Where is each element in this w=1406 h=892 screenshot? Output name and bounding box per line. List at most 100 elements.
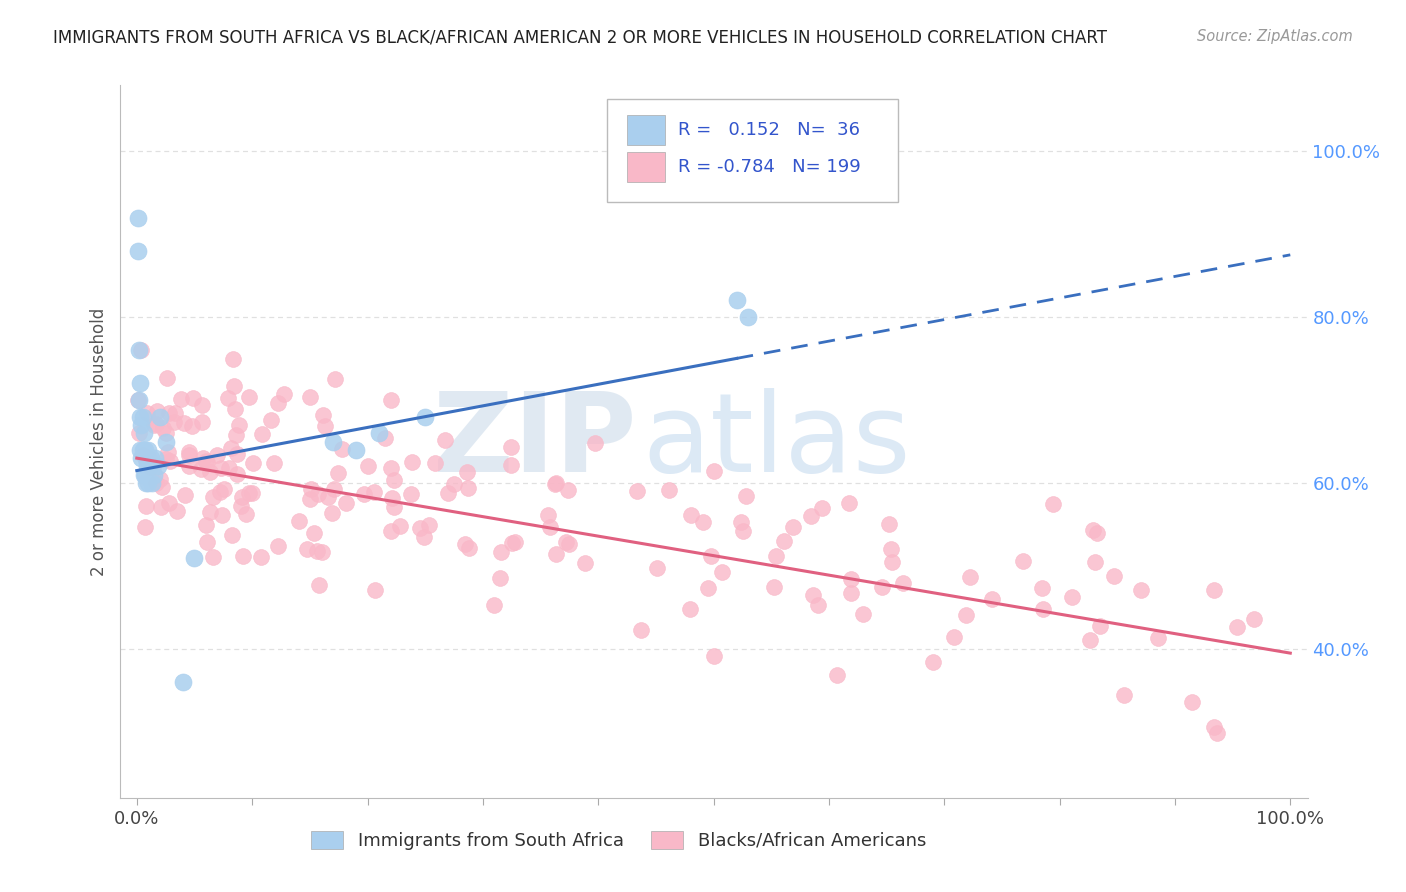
Point [839, 586, 862, 600]
Point [155, 434, 177, 449]
Point [181, 418, 204, 433]
Point [679, 508, 702, 522]
Point [1083, 524, 1105, 538]
Point [852, 607, 875, 621]
Point [209, 461, 232, 475]
Point [1114, 688, 1136, 702]
Point [179, 448, 201, 462]
Point [942, 630, 965, 644]
Point [143, 467, 166, 482]
Point [762, 580, 785, 594]
Point [457, 541, 479, 556]
Point [1032, 601, 1054, 615]
Point [200, 466, 222, 480]
Point [288, 514, 311, 528]
Point [157, 406, 180, 420]
Point [981, 592, 1004, 607]
Point [217, 392, 239, 406]
Point [127, 393, 149, 408]
Point [242, 456, 264, 470]
Point [314, 419, 336, 434]
Point [1202, 720, 1225, 734]
Point [1060, 590, 1083, 604]
Point [191, 415, 214, 429]
Point [380, 491, 402, 505]
Point [959, 570, 981, 584]
Point [731, 524, 754, 538]
Point [195, 535, 218, 549]
Point [145, 476, 167, 491]
Point [191, 451, 214, 466]
Point [299, 390, 322, 404]
Point [332, 442, 354, 456]
Point [413, 409, 436, 424]
Text: atlas: atlas [643, 388, 911, 495]
Point [128, 425, 150, 440]
Text: IMMIGRANTS FROM SOUTH AFRICA VS BLACK/AFRICAN AMERICAN 2 OR MORE VEHICLES IN HOU: IMMIGRANTS FROM SOUTH AFRICA VS BLACK/AF… [53, 29, 1108, 46]
Point [142, 418, 165, 433]
Point [364, 582, 387, 597]
Point [380, 392, 402, 407]
Point [131, 409, 153, 424]
Point [149, 500, 172, 514]
Point [872, 580, 894, 594]
FancyBboxPatch shape [606, 99, 897, 202]
Point [538, 520, 561, 534]
Point [841, 572, 863, 586]
Point [399, 487, 422, 501]
Point [921, 655, 943, 669]
Point [955, 607, 977, 622]
Point [554, 535, 576, 549]
Point [135, 499, 157, 513]
Point [149, 409, 172, 424]
Point [1205, 725, 1227, 739]
Point [128, 392, 150, 407]
Point [1226, 619, 1249, 633]
Point [413, 530, 436, 544]
Text: R =   0.152   N=  36: R = 0.152 N= 36 [678, 120, 860, 138]
Point [225, 447, 247, 461]
Point [228, 417, 250, 432]
Point [221, 352, 243, 367]
Point [325, 372, 347, 386]
Point [139, 451, 162, 466]
Point [238, 390, 260, 404]
Point [877, 517, 900, 532]
Point [136, 406, 159, 420]
Point [380, 461, 402, 475]
Point [891, 576, 914, 591]
Point [231, 490, 253, 504]
Point [194, 454, 217, 468]
Point [173, 416, 195, 430]
Point [260, 413, 283, 427]
Point [1202, 583, 1225, 598]
Point [135, 454, 157, 468]
Point [240, 485, 263, 500]
Point [212, 482, 235, 496]
Point [174, 488, 197, 502]
Point [697, 582, 720, 596]
Point [799, 509, 821, 524]
Point [267, 395, 290, 409]
Point [711, 565, 734, 579]
Point [177, 445, 200, 459]
Point [1084, 555, 1107, 569]
Point [454, 537, 477, 551]
Point [735, 489, 758, 503]
Point [235, 507, 257, 521]
Point [810, 501, 832, 516]
Point [131, 417, 153, 432]
Point [225, 428, 247, 442]
Point [388, 519, 411, 533]
Point [129, 442, 152, 457]
Point [1147, 632, 1170, 646]
Point [149, 472, 172, 486]
Point [128, 343, 150, 358]
Point [179, 458, 201, 473]
Point [501, 440, 523, 454]
Point [157, 445, 180, 459]
Point [172, 675, 194, 690]
Point [380, 524, 402, 538]
Point [700, 549, 723, 563]
Point [135, 451, 157, 466]
